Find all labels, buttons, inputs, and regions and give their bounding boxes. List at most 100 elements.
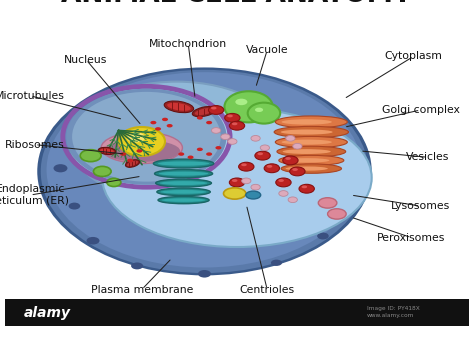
Ellipse shape (86, 237, 100, 245)
Ellipse shape (98, 147, 116, 155)
Text: alamy: alamy (23, 305, 70, 320)
Ellipse shape (118, 127, 165, 156)
Ellipse shape (127, 159, 133, 162)
Text: Endoplasmic
reticulum (ER): Endoplasmic reticulum (ER) (0, 184, 69, 206)
Ellipse shape (285, 157, 291, 160)
Ellipse shape (281, 164, 341, 173)
Ellipse shape (275, 116, 347, 128)
Ellipse shape (246, 191, 261, 199)
Ellipse shape (282, 119, 332, 125)
Ellipse shape (251, 135, 260, 141)
Ellipse shape (238, 162, 254, 171)
Ellipse shape (127, 161, 138, 166)
Ellipse shape (102, 108, 372, 247)
Ellipse shape (290, 167, 305, 176)
Ellipse shape (229, 121, 245, 130)
Ellipse shape (328, 209, 346, 219)
Ellipse shape (127, 132, 145, 142)
Ellipse shape (120, 153, 126, 156)
Ellipse shape (206, 121, 212, 124)
Ellipse shape (278, 179, 284, 182)
Ellipse shape (100, 149, 114, 153)
Ellipse shape (206, 153, 212, 156)
Text: Vacuole: Vacuole (246, 45, 289, 55)
Ellipse shape (271, 260, 282, 266)
Ellipse shape (197, 147, 203, 151)
Ellipse shape (343, 190, 354, 197)
Ellipse shape (150, 121, 156, 124)
Ellipse shape (255, 151, 270, 160)
Ellipse shape (276, 178, 291, 187)
Ellipse shape (198, 270, 211, 277)
Text: Vesicles: Vesicles (406, 152, 449, 162)
Ellipse shape (241, 163, 247, 166)
Ellipse shape (167, 103, 191, 111)
Ellipse shape (70, 82, 283, 201)
Ellipse shape (279, 155, 344, 165)
Ellipse shape (329, 140, 340, 146)
Ellipse shape (164, 101, 194, 113)
Ellipse shape (66, 89, 227, 185)
Ellipse shape (160, 181, 207, 185)
Ellipse shape (232, 122, 237, 125)
Text: www.alamy.com: www.alamy.com (367, 313, 414, 318)
Ellipse shape (161, 190, 206, 194)
Ellipse shape (292, 168, 298, 171)
FancyBboxPatch shape (5, 299, 469, 326)
Ellipse shape (284, 158, 329, 163)
Ellipse shape (155, 179, 211, 187)
Ellipse shape (211, 107, 217, 110)
Ellipse shape (299, 184, 314, 193)
Ellipse shape (251, 184, 260, 190)
Text: Cytoplasm: Cytoplasm (384, 52, 442, 62)
Ellipse shape (103, 140, 180, 162)
Ellipse shape (283, 156, 298, 165)
Ellipse shape (264, 164, 280, 173)
Ellipse shape (158, 161, 209, 166)
Ellipse shape (93, 166, 111, 176)
Ellipse shape (282, 140, 332, 145)
Ellipse shape (275, 136, 347, 148)
Ellipse shape (229, 178, 245, 187)
Ellipse shape (72, 92, 221, 182)
Text: Peroxisomes: Peroxisomes (377, 233, 446, 243)
Ellipse shape (158, 197, 209, 204)
Ellipse shape (46, 72, 363, 267)
Text: Plasma membrane: Plasma membrane (91, 285, 193, 295)
Ellipse shape (107, 178, 121, 187)
Ellipse shape (155, 170, 213, 178)
Ellipse shape (274, 126, 348, 138)
Ellipse shape (225, 113, 240, 122)
Ellipse shape (277, 146, 346, 157)
Ellipse shape (157, 188, 210, 196)
Ellipse shape (101, 132, 182, 164)
Ellipse shape (126, 160, 139, 167)
Ellipse shape (37, 67, 372, 275)
Ellipse shape (228, 139, 237, 144)
Ellipse shape (227, 115, 233, 117)
Ellipse shape (209, 106, 224, 115)
Ellipse shape (211, 127, 221, 133)
Ellipse shape (242, 178, 251, 184)
Ellipse shape (131, 262, 143, 269)
Ellipse shape (69, 203, 80, 209)
Ellipse shape (167, 124, 173, 127)
Ellipse shape (137, 149, 143, 153)
Ellipse shape (317, 233, 329, 240)
Ellipse shape (285, 166, 328, 171)
Ellipse shape (225, 91, 273, 122)
Text: Nucleus: Nucleus (64, 54, 108, 64)
Ellipse shape (260, 145, 270, 151)
Ellipse shape (255, 108, 263, 112)
Ellipse shape (281, 130, 333, 135)
Ellipse shape (235, 99, 247, 105)
Ellipse shape (162, 118, 168, 121)
Ellipse shape (257, 153, 263, 155)
Ellipse shape (195, 108, 214, 115)
Text: Golgi complex: Golgi complex (382, 105, 459, 115)
Ellipse shape (279, 190, 288, 196)
Text: ANIMAL CELL ANATOMY: ANIMAL CELL ANATOMY (62, 0, 412, 8)
Ellipse shape (232, 179, 237, 182)
Ellipse shape (283, 149, 331, 154)
Ellipse shape (192, 106, 217, 117)
